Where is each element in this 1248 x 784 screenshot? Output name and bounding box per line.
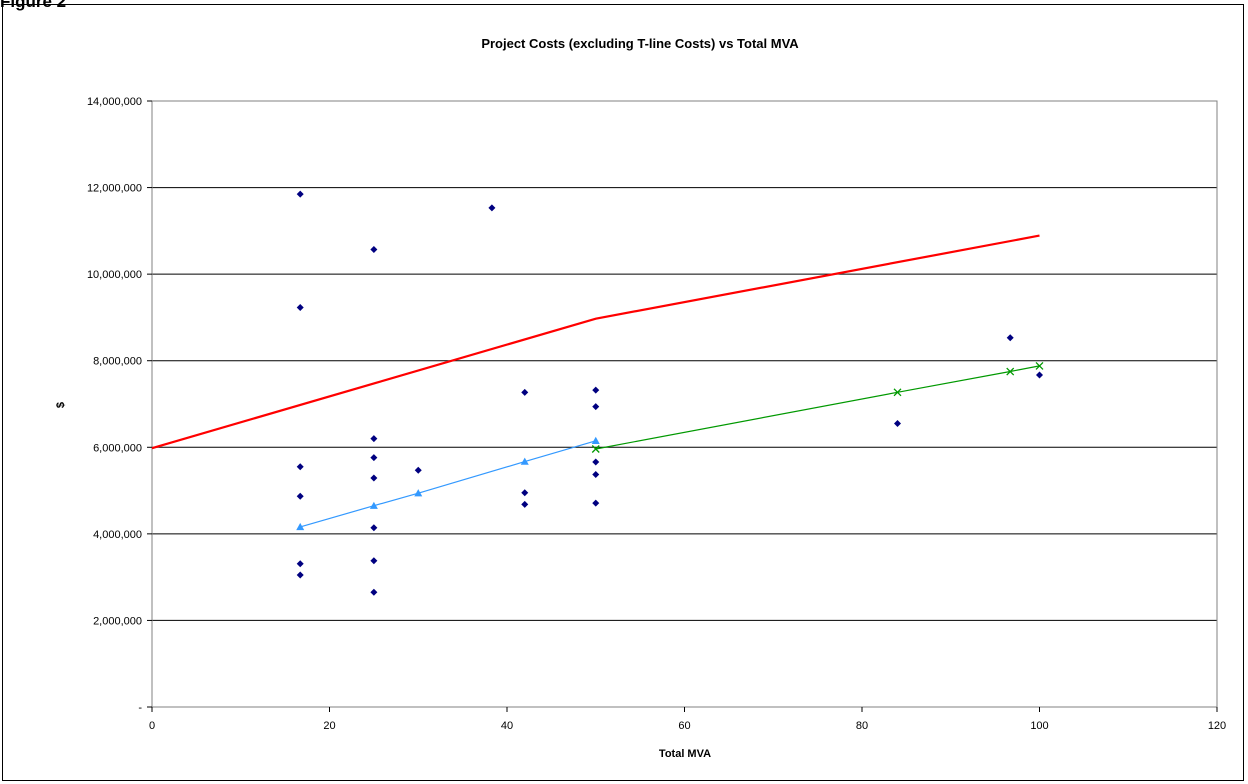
y-tick-label: 12,000,000 bbox=[87, 183, 142, 195]
y-tick-label: 4,000,000 bbox=[93, 529, 142, 541]
figure-label: Figure 2 bbox=[0, 0, 67, 11]
data-point bbox=[370, 557, 378, 565]
data-point bbox=[521, 489, 529, 497]
y-tick-label: 14,000,000 bbox=[87, 96, 142, 108]
line-series bbox=[151, 234, 1040, 450]
data-point bbox=[592, 386, 600, 394]
series-line bbox=[300, 440, 596, 528]
y-tick-label: - bbox=[138, 702, 142, 714]
data-point bbox=[521, 388, 529, 396]
line-series bbox=[591, 361, 1044, 453]
data-point bbox=[370, 245, 378, 253]
y-axis: - 2,000,000 4,000,000 6,000,000 8,000,000 10,… bbox=[87, 96, 152, 714]
data-point bbox=[414, 466, 422, 474]
x-tick-label: 40 bbox=[501, 720, 513, 732]
data-point bbox=[521, 500, 529, 508]
line-series bbox=[296, 436, 600, 531]
data-point bbox=[1035, 361, 1044, 370]
gridlines bbox=[152, 187, 1217, 621]
data-point bbox=[370, 474, 378, 482]
data-point bbox=[296, 303, 304, 311]
x-tick-label: 60 bbox=[678, 720, 690, 732]
data-point bbox=[296, 560, 304, 568]
data-point bbox=[296, 571, 304, 579]
data-point bbox=[370, 435, 378, 443]
chart-title: Project Costs (excluding T-line Costs) v… bbox=[481, 36, 799, 51]
data-point bbox=[592, 499, 600, 507]
data-point bbox=[591, 436, 600, 444]
x-tick-label: 80 bbox=[856, 720, 868, 732]
data-point bbox=[370, 524, 378, 532]
scatter-series bbox=[296, 190, 1043, 596]
data-point bbox=[370, 588, 378, 596]
y-tick-label: 10,000,000 bbox=[87, 269, 142, 281]
data-point bbox=[893, 388, 902, 397]
data-point bbox=[296, 522, 305, 531]
series-layer bbox=[151, 190, 1044, 596]
x-tick-label: 100 bbox=[1030, 720, 1048, 732]
y-tick-label: 8,000,000 bbox=[93, 356, 142, 368]
series-line bbox=[595, 365, 1040, 450]
data-point bbox=[520, 457, 529, 465]
data-point bbox=[592, 403, 600, 411]
data-point bbox=[592, 471, 600, 479]
x-tick-label: 20 bbox=[323, 720, 335, 732]
y-tick-label: 2,000,000 bbox=[93, 615, 142, 627]
data-point bbox=[369, 501, 378, 509]
data-point bbox=[592, 458, 600, 466]
x-axis: 0 20 40 60 80 100 120 bbox=[149, 707, 1226, 732]
chart-frame bbox=[2, 4, 1244, 781]
y-tick-label: 6,000,000 bbox=[93, 442, 142, 454]
data-point bbox=[488, 204, 496, 212]
data-point bbox=[1006, 367, 1015, 376]
data-point bbox=[1036, 371, 1043, 379]
data-point bbox=[1006, 334, 1014, 342]
x-tick-label: 120 bbox=[1208, 720, 1226, 732]
data-point bbox=[591, 445, 600, 453]
series-line bbox=[151, 234, 1040, 450]
data-point bbox=[370, 454, 378, 462]
plot-area bbox=[151, 100, 1218, 708]
data-point bbox=[296, 190, 304, 198]
x-axis-label: Total MVA bbox=[659, 748, 711, 760]
data-point bbox=[296, 463, 304, 471]
data-point bbox=[894, 419, 901, 427]
y-axis-label: $ bbox=[55, 402, 67, 408]
data-point bbox=[296, 492, 304, 500]
data-point bbox=[414, 489, 423, 497]
x-tick-label: 0 bbox=[149, 720, 155, 732]
